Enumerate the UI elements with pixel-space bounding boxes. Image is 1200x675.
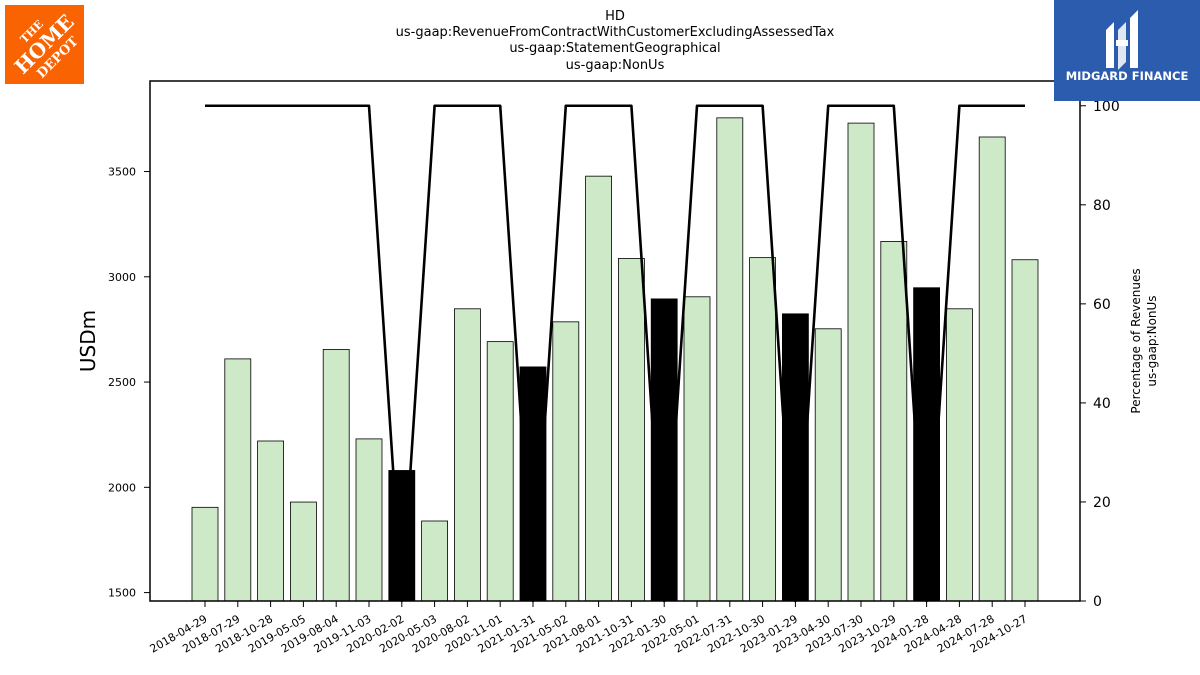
y-axis-label: USDm	[76, 310, 100, 372]
bar-2022-07-31	[716, 117, 744, 602]
bar-2023-10-29	[880, 241, 908, 602]
midgard-logo-background	[1054, 0, 1200, 101]
bar-2024-01-28	[913, 287, 940, 602]
chart-title: HD us-gaap:RevenueFromContractWithCustom…	[396, 9, 835, 73]
bar-2019-11-03	[355, 438, 383, 602]
y-tick-label-2000: 2000	[108, 481, 136, 494]
y2-tick-label-20: 20	[1093, 495, 1111, 511]
bar-2024-04-28	[946, 308, 973, 602]
title-line-3: us-gaap:StatementGeographical	[509, 41, 720, 56]
bar-2019-08-04	[322, 349, 350, 602]
y-axis-right: 0 20 40 60 80 100	[1080, 99, 1120, 610]
bar-2021-10-31	[618, 258, 645, 602]
y2-tick-label-100: 100	[1093, 99, 1120, 115]
y-tick-label-3500: 3500	[108, 166, 136, 179]
y-tick-label-3000: 3000	[108, 271, 136, 284]
y-axis-left: 1500 2000 2500 3000 3500	[108, 166, 150, 600]
bar-2021-05-02	[552, 321, 580, 602]
home-depot-logo: THE HOME DEPOT	[5, 5, 84, 84]
bar-2020-05-03	[421, 520, 449, 602]
home-depot-logo-square	[5, 5, 84, 84]
svg-text:MIDGARD FINANCE: MIDGARD FINANCE	[1066, 69, 1189, 83]
bar-2022-10-30	[749, 257, 776, 602]
title-line-1: HD	[605, 9, 625, 24]
title-line-4: us-gaap:NonUs	[566, 58, 665, 73]
y-tick-label-1500: 1500	[108, 587, 136, 600]
x-axis: 2018-04-292018-07-292018-10-282019-05-05…	[148, 601, 1030, 656]
y2-tick-label-80: 80	[1093, 198, 1111, 214]
bar-2023-04-30	[814, 328, 842, 602]
y2-axis-label-line-1: Percentage of Revenues	[1129, 268, 1143, 413]
y2-tick-label-40: 40	[1093, 396, 1111, 412]
bar-2019-05-05	[289, 501, 317, 602]
percentage-line-group	[205, 104, 1025, 603]
bar-2024-07-28	[978, 136, 1006, 602]
bar-2020-08-02	[453, 308, 481, 602]
bars-group	[191, 117, 1039, 602]
bar-2018-04-29	[191, 506, 219, 602]
bar-2022-05-01	[683, 296, 711, 602]
y2-tick-label-0: 0	[1093, 594, 1102, 610]
bar-2021-08-01	[585, 175, 612, 602]
midgard-finance-logo: MIDGARD FINANCE	[1054, 0, 1200, 101]
y-tick-label-2500: 2500	[108, 376, 136, 389]
bar-2024-10-27	[1011, 259, 1039, 602]
bar-2020-11-01	[486, 341, 514, 602]
percentage-line	[205, 104, 1025, 603]
bar-2018-07-29	[224, 358, 252, 602]
y2-tick-label-60: 60	[1093, 297, 1111, 313]
midgard-logo-mark	[1106, 10, 1138, 70]
bar-2018-10-28	[257, 440, 285, 602]
bar-2023-07-30	[847, 122, 875, 602]
bar-2021-01-31	[519, 366, 547, 602]
title-line-2: us-gaap:RevenueFromContractWithCustomerE…	[396, 25, 835, 40]
y2-axis-label-line-2: us-gaap:NonUs	[1145, 295, 1159, 386]
plot-frame	[149, 80, 1081, 602]
